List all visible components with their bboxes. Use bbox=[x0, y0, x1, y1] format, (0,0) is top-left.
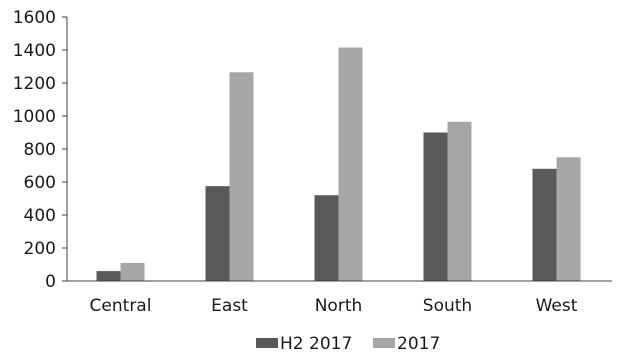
x-category-label: Central bbox=[90, 296, 152, 316]
bar-east-2017 bbox=[229, 72, 254, 282]
bar-north-2017 bbox=[338, 47, 363, 282]
legend-label: 2017 bbox=[397, 334, 440, 354]
legend-label: H2 2017 bbox=[280, 334, 352, 354]
bar-north-h2-2017 bbox=[314, 195, 339, 281]
y-tick-label: 400 bbox=[24, 206, 56, 226]
y-tick-label: 1000 bbox=[13, 107, 56, 127]
bar-south-2017 bbox=[447, 121, 472, 282]
bar-central-2017 bbox=[120, 262, 145, 281]
bar-south-h2-2017 bbox=[423, 132, 448, 281]
x-axis: Central East North South West bbox=[67, 280, 612, 316]
x-category-label: East bbox=[211, 296, 248, 316]
y-tick-label: 600 bbox=[24, 173, 56, 193]
bar-central-h2-2017 bbox=[96, 271, 121, 281]
legend: H2 2017 2017 bbox=[256, 334, 440, 354]
bar-west-2017 bbox=[556, 157, 581, 281]
y-tick-label: 1600 bbox=[13, 8, 56, 28]
bars bbox=[96, 47, 581, 282]
y-tick-label: 800 bbox=[24, 140, 56, 160]
bar-west-h2-2017 bbox=[532, 168, 557, 281]
legend-swatch bbox=[256, 338, 278, 348]
y-tick-label: 200 bbox=[24, 239, 56, 259]
bar-east-h2-2017 bbox=[205, 186, 230, 281]
legend-swatch bbox=[373, 338, 395, 348]
y-tick-label: 0 bbox=[45, 272, 56, 292]
x-category-label: South bbox=[423, 296, 472, 316]
y-tick-label: 1400 bbox=[13, 41, 56, 61]
y-tick-label: 1200 bbox=[13, 74, 56, 94]
x-category-label: North bbox=[315, 296, 363, 316]
y-axis: 0 200 400 600 800 1000 1200 1400 1600 bbox=[13, 8, 68, 292]
x-category-label: West bbox=[536, 296, 578, 316]
